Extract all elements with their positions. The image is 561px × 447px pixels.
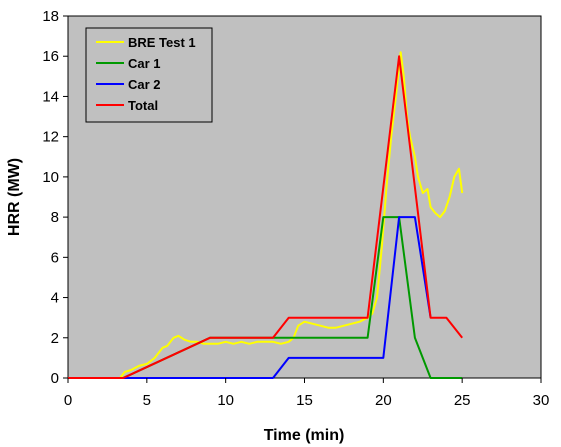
y-tick-label-6: 12 [42,129,59,146]
x-tick-label-6: 30 [533,392,550,409]
legend-label-total: Total [128,98,158,113]
legend-items: BRE Test 1 Car 1 Car 2 Total [96,35,196,113]
legend: BRE Test 1 Car 1 Car 2 Total [85,27,213,123]
y-tick-label-5: 10 [42,169,59,186]
y-tick-label-2: 4 [51,290,59,307]
y-tick-label-3: 6 [51,249,59,266]
x-tick-label-1: 5 [143,392,151,409]
series-line-car-2 [68,216,432,379]
x-tick-label-2: 10 [217,392,234,409]
y-tick-label-9: 18 [42,8,59,25]
y-tick-label-4: 8 [51,209,59,226]
x-tick-label-4: 20 [375,392,392,409]
x-axis-title: Time (min) [264,427,345,444]
legend-label-car-2: Car 2 [128,77,161,92]
y-tick-label-8: 16 [42,48,59,65]
y-axis-title: HRR (MW) [6,158,23,236]
axes-layer: 0 2 4 6 8 10 12 14 16 18 0 5 10 15 20 25 30 [42,8,549,409]
series-line-bre-test-1 [68,51,464,379]
legend-box [85,27,213,123]
legend-label-bre-test-1: BRE Test 1 [128,35,196,50]
x-tick-label-0: 0 [64,392,72,409]
y-tick-label-1: 2 [51,330,59,347]
x-tick-label-3: 15 [296,392,313,409]
series-layer [68,51,464,379]
x-tick-label-5: 25 [454,392,471,409]
y-tick-label-7: 14 [42,88,59,105]
y-tick-label-0: 0 [51,370,59,387]
legend-label-car-1: Car 1 [128,56,161,71]
series-line-total [68,55,463,379]
